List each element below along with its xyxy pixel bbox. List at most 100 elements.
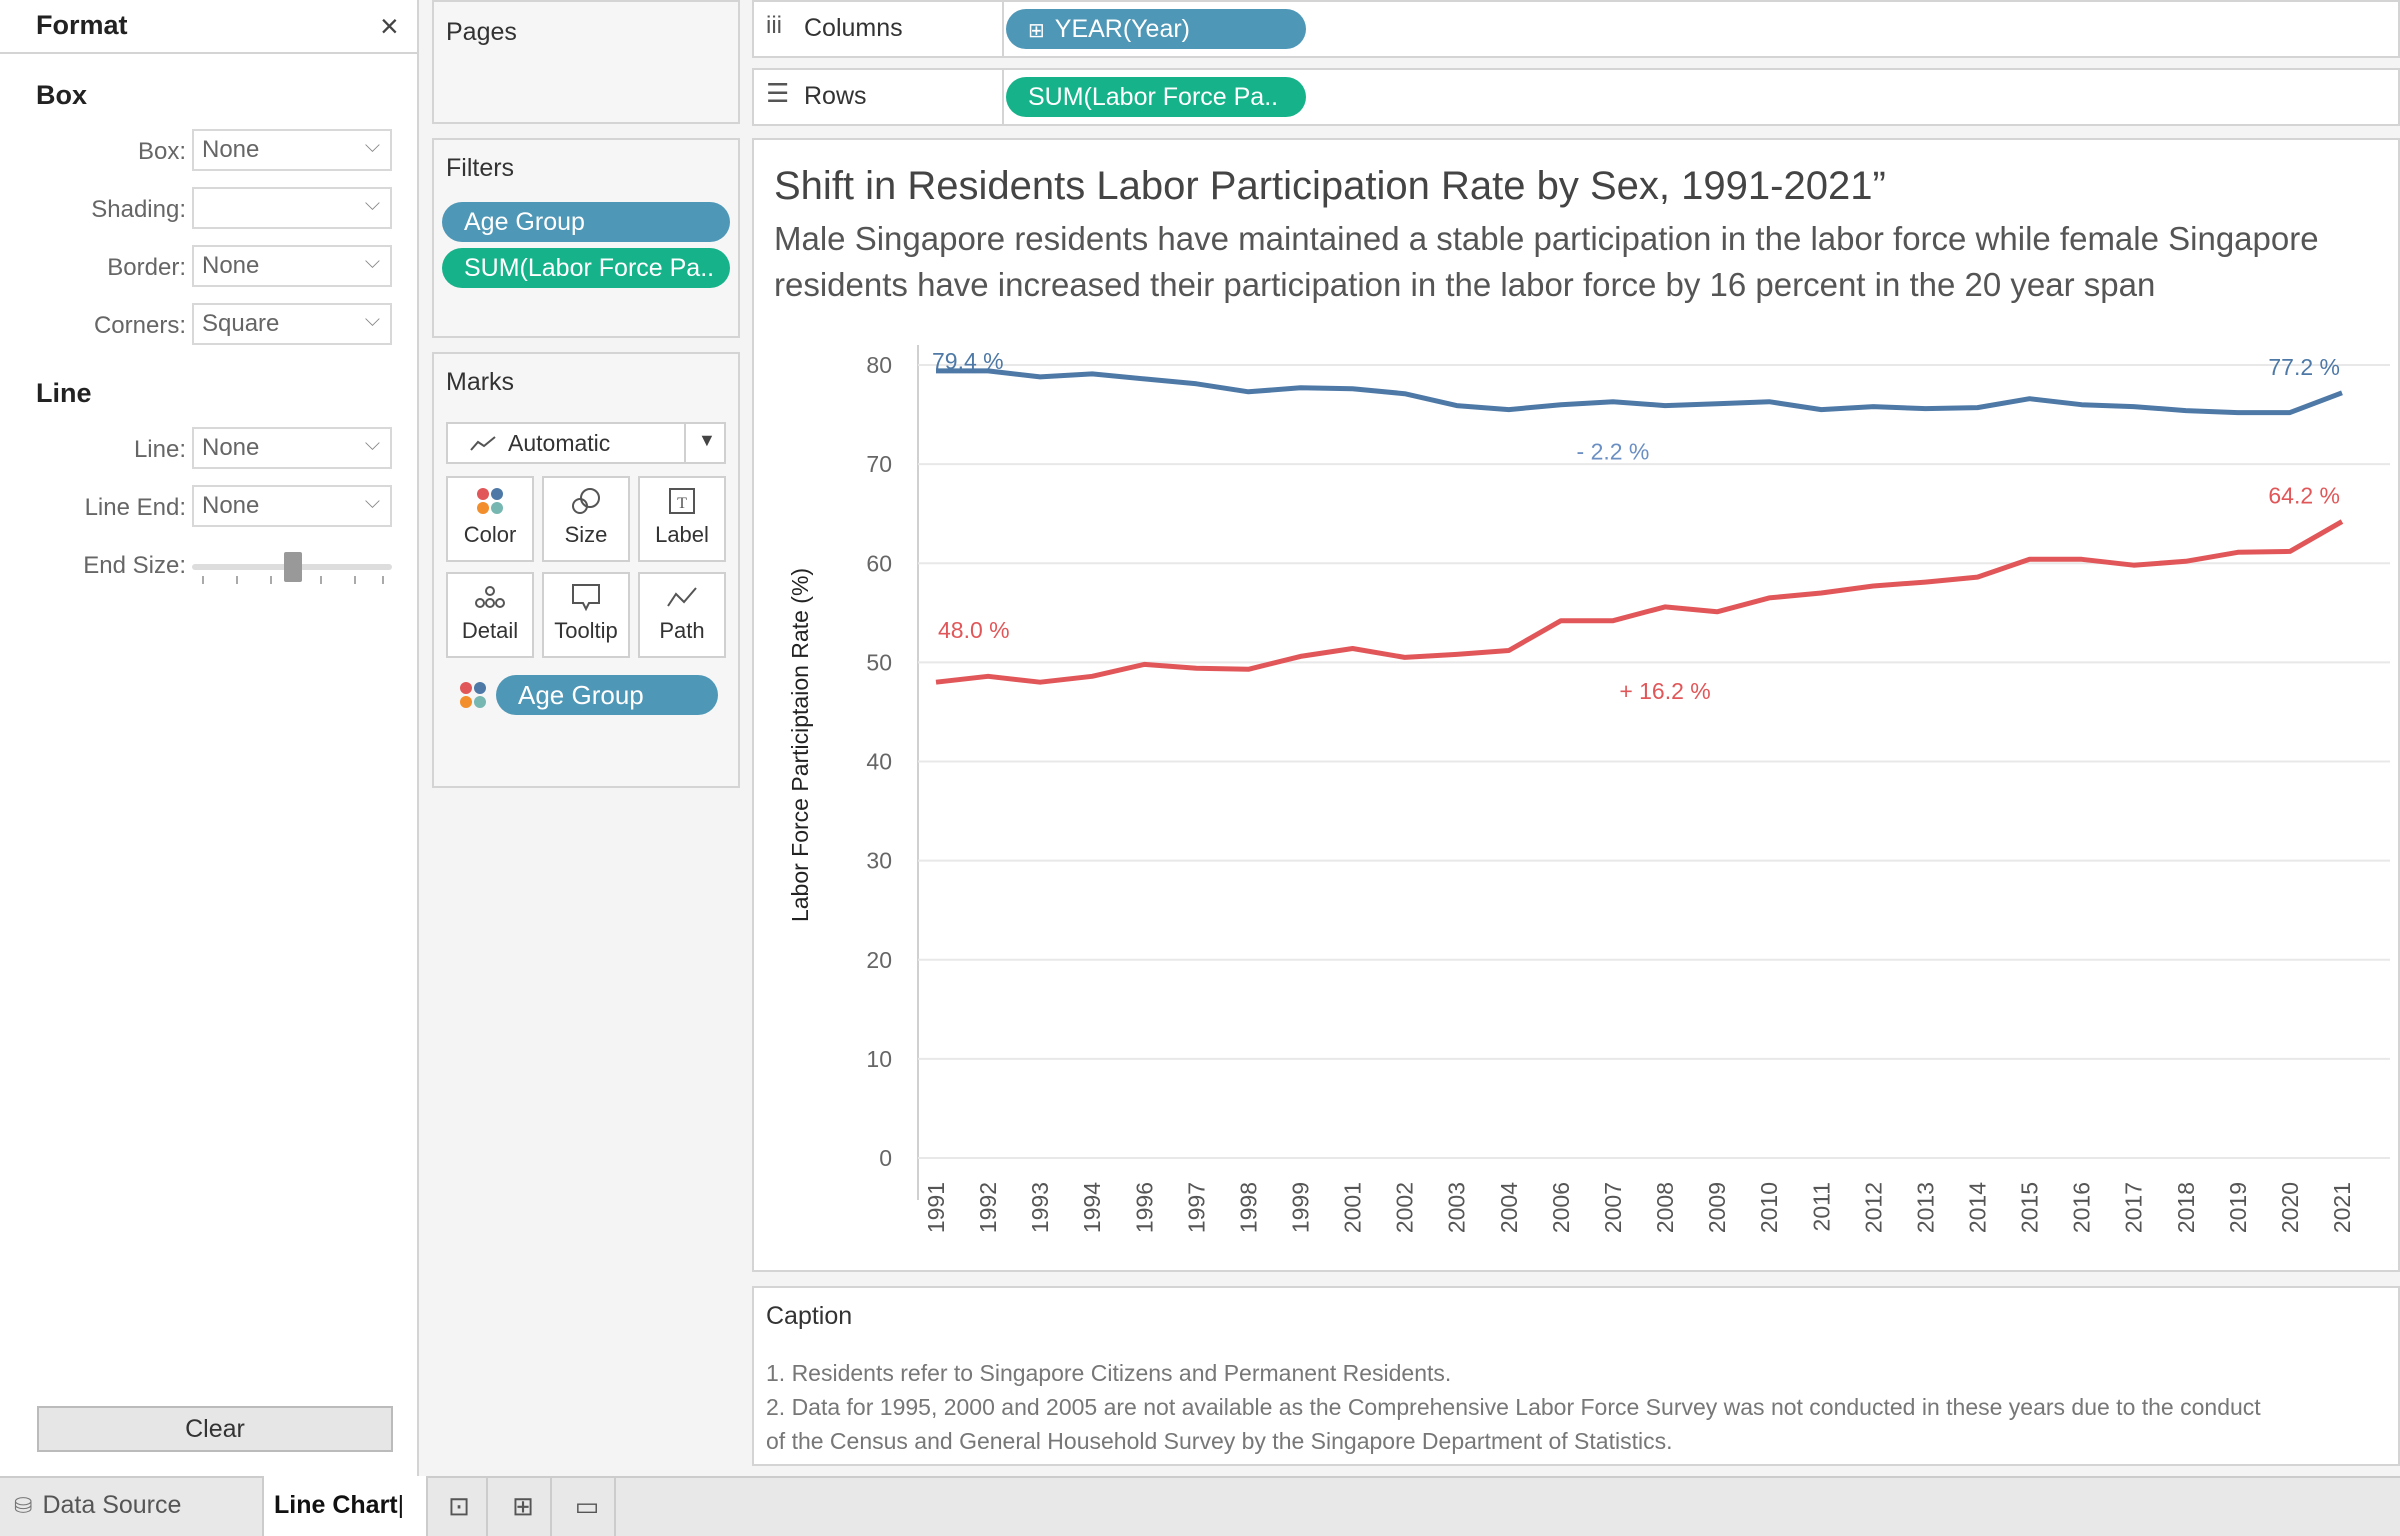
x-tick-label: 2013 xyxy=(1912,1182,1938,1233)
expand-icon: ⊞ xyxy=(1028,20,1045,42)
chart-title: Shift in Residents Labor Participation R… xyxy=(774,164,1886,208)
slider-tick xyxy=(236,576,238,584)
new-worksheet-icon[interactable]: ⊡ xyxy=(432,1476,488,1536)
columns-pill-label: YEAR(Year) xyxy=(1054,15,1191,43)
female-series-line[interactable] xyxy=(935,519,2344,685)
y-tick-label: 20 xyxy=(866,947,892,973)
filter-pill-age-group[interactable]: Age Group xyxy=(442,202,730,242)
shelf-divider xyxy=(1002,0,1004,58)
line-section-title: Line xyxy=(36,378,92,408)
line-end-dropdown[interactable]: None ⌵ xyxy=(192,485,392,527)
new-dashboard-icon[interactable]: ⊞ xyxy=(496,1476,552,1536)
format-title: Format xyxy=(36,10,128,40)
y-tick-label: 70 xyxy=(866,451,892,477)
clear-button[interactable]: Clear xyxy=(37,1406,393,1452)
marks-pill-age-group[interactable]: Age Group xyxy=(496,675,718,715)
annotation-label: + 16.2 % xyxy=(1619,678,1710,704)
detail-button[interactable]: Detail xyxy=(446,572,534,658)
color-icon xyxy=(448,478,532,522)
color-button[interactable]: Color xyxy=(446,476,534,562)
box-label: Box: xyxy=(137,138,186,165)
y-tick-label: 60 xyxy=(866,550,892,576)
x-tick-label: 2019 xyxy=(2225,1182,2251,1233)
data-source-tab[interactable]: ⛁ Data Source xyxy=(14,1476,260,1536)
viz-area xyxy=(752,138,2400,1272)
tooltip-icon xyxy=(544,574,628,618)
chevron-down-icon: ⌵ xyxy=(364,193,380,215)
end-size-slider-handle[interactable] xyxy=(284,552,302,582)
border-dropdown[interactable]: None ⌵ xyxy=(192,245,392,287)
marks-card xyxy=(432,352,740,788)
corners-dropdown[interactable]: Square ⌵ xyxy=(192,303,392,345)
x-tick-label: 2020 xyxy=(2277,1182,2303,1233)
columns-label: Columns xyxy=(804,14,903,42)
color-encoding-icon xyxy=(460,682,486,708)
path-button[interactable]: Path xyxy=(638,572,726,658)
box-section-title: Box xyxy=(36,80,88,110)
pages-title: Pages xyxy=(446,18,517,46)
line-end-value: None xyxy=(202,492,260,519)
rows-label: Rows xyxy=(804,82,867,110)
columns-shelf[interactable] xyxy=(752,0,2400,58)
y-tick-label: 80 xyxy=(866,352,892,378)
x-tick-label: 2021 xyxy=(2329,1182,2355,1233)
x-tick-label: 2004 xyxy=(1496,1182,1522,1233)
caption-line-1: 1. Residents refer to Singapore Citizens… xyxy=(766,1360,1452,1386)
columns-icon: iii xyxy=(766,12,782,39)
svg-text:T: T xyxy=(677,495,687,512)
sheet-tab-line-chart[interactable]: Line Chart| xyxy=(262,1476,428,1536)
x-tick-label: 1999 xyxy=(1288,1182,1314,1233)
border-label: Border: xyxy=(107,254,186,281)
dropdown-divider xyxy=(684,424,686,462)
male-series-line[interactable] xyxy=(936,368,2343,416)
x-tick-label: 1997 xyxy=(1183,1182,1209,1233)
pages-card[interactable] xyxy=(432,0,740,124)
detail-icon xyxy=(448,574,532,618)
rows-icon: ☰ xyxy=(766,78,790,108)
line-end-label: Line End: xyxy=(84,494,186,521)
tooltip-button[interactable]: Tooltip xyxy=(542,572,630,658)
columns-pill-year[interactable]: ⊞ YEAR(Year) xyxy=(1006,9,1306,49)
x-tick-label: 2017 xyxy=(2121,1182,2147,1233)
chevron-down-icon: ⌵ xyxy=(364,433,380,455)
line-dropdown[interactable]: None ⌵ xyxy=(192,427,392,469)
path-icon xyxy=(640,574,724,618)
new-story-icon[interactable]: ▭ xyxy=(560,1476,616,1536)
annotation-label: - 2.2 % xyxy=(1577,439,1650,465)
rows-pill-labor-force[interactable]: SUM(Labor Force Pa.. xyxy=(1006,77,1306,117)
line-chart-tab-label: Line Chart xyxy=(274,1491,398,1519)
y-axis-label: Labor Force Participtaion Rate (%) xyxy=(787,568,813,922)
chevron-down-icon: ⌵ xyxy=(364,135,380,157)
size-icon xyxy=(544,478,628,522)
x-tick-label: 2003 xyxy=(1444,1182,1470,1233)
caret-down-icon: ▼ xyxy=(698,430,716,450)
x-tick-label: 2012 xyxy=(1860,1182,1886,1233)
caption-title: Caption xyxy=(766,1302,853,1330)
end-size-label: End Size: xyxy=(83,552,186,579)
close-icon[interactable]: × xyxy=(380,8,399,44)
mark-type-dropdown[interactable]: Automatic ▼ xyxy=(446,422,726,464)
x-tick-label: 1998 xyxy=(1235,1182,1261,1233)
tooltip-label: Tooltip xyxy=(554,618,618,643)
y-tick-label: 30 xyxy=(866,848,892,874)
label-button[interactable]: T Label xyxy=(638,476,726,562)
line-value: None xyxy=(202,434,260,461)
annotation-label: 64.2 % xyxy=(2268,483,2340,509)
box-value: None xyxy=(202,136,260,163)
chart-subtitle: Male Singapore residents have maintained… xyxy=(774,220,2319,303)
x-tick-label: 2007 xyxy=(1600,1182,1626,1233)
color-label: Color xyxy=(463,522,517,547)
database-icon: ⛁ xyxy=(14,1493,33,1518)
x-tick-label: 1994 xyxy=(1079,1182,1105,1233)
annotation-label: 48.0 % xyxy=(938,617,1010,643)
rows-shelf[interactable] xyxy=(752,68,2400,126)
text-label-icon: T xyxy=(640,478,724,522)
box-dropdown[interactable]: None ⌵ xyxy=(192,129,392,171)
filter-pill-labor-force[interactable]: SUM(Labor Force Pa.. xyxy=(442,248,730,288)
shading-dropdown[interactable]: ⌵ xyxy=(192,187,392,229)
corners-value: Square xyxy=(202,310,280,337)
size-button[interactable]: Size xyxy=(542,476,630,562)
caption-line-2: 2. Data for 1995, 2000 and 2005 are not … xyxy=(766,1394,2261,1420)
data-source-label: Data Source xyxy=(42,1491,182,1519)
x-tick-label: 1996 xyxy=(1131,1182,1157,1233)
